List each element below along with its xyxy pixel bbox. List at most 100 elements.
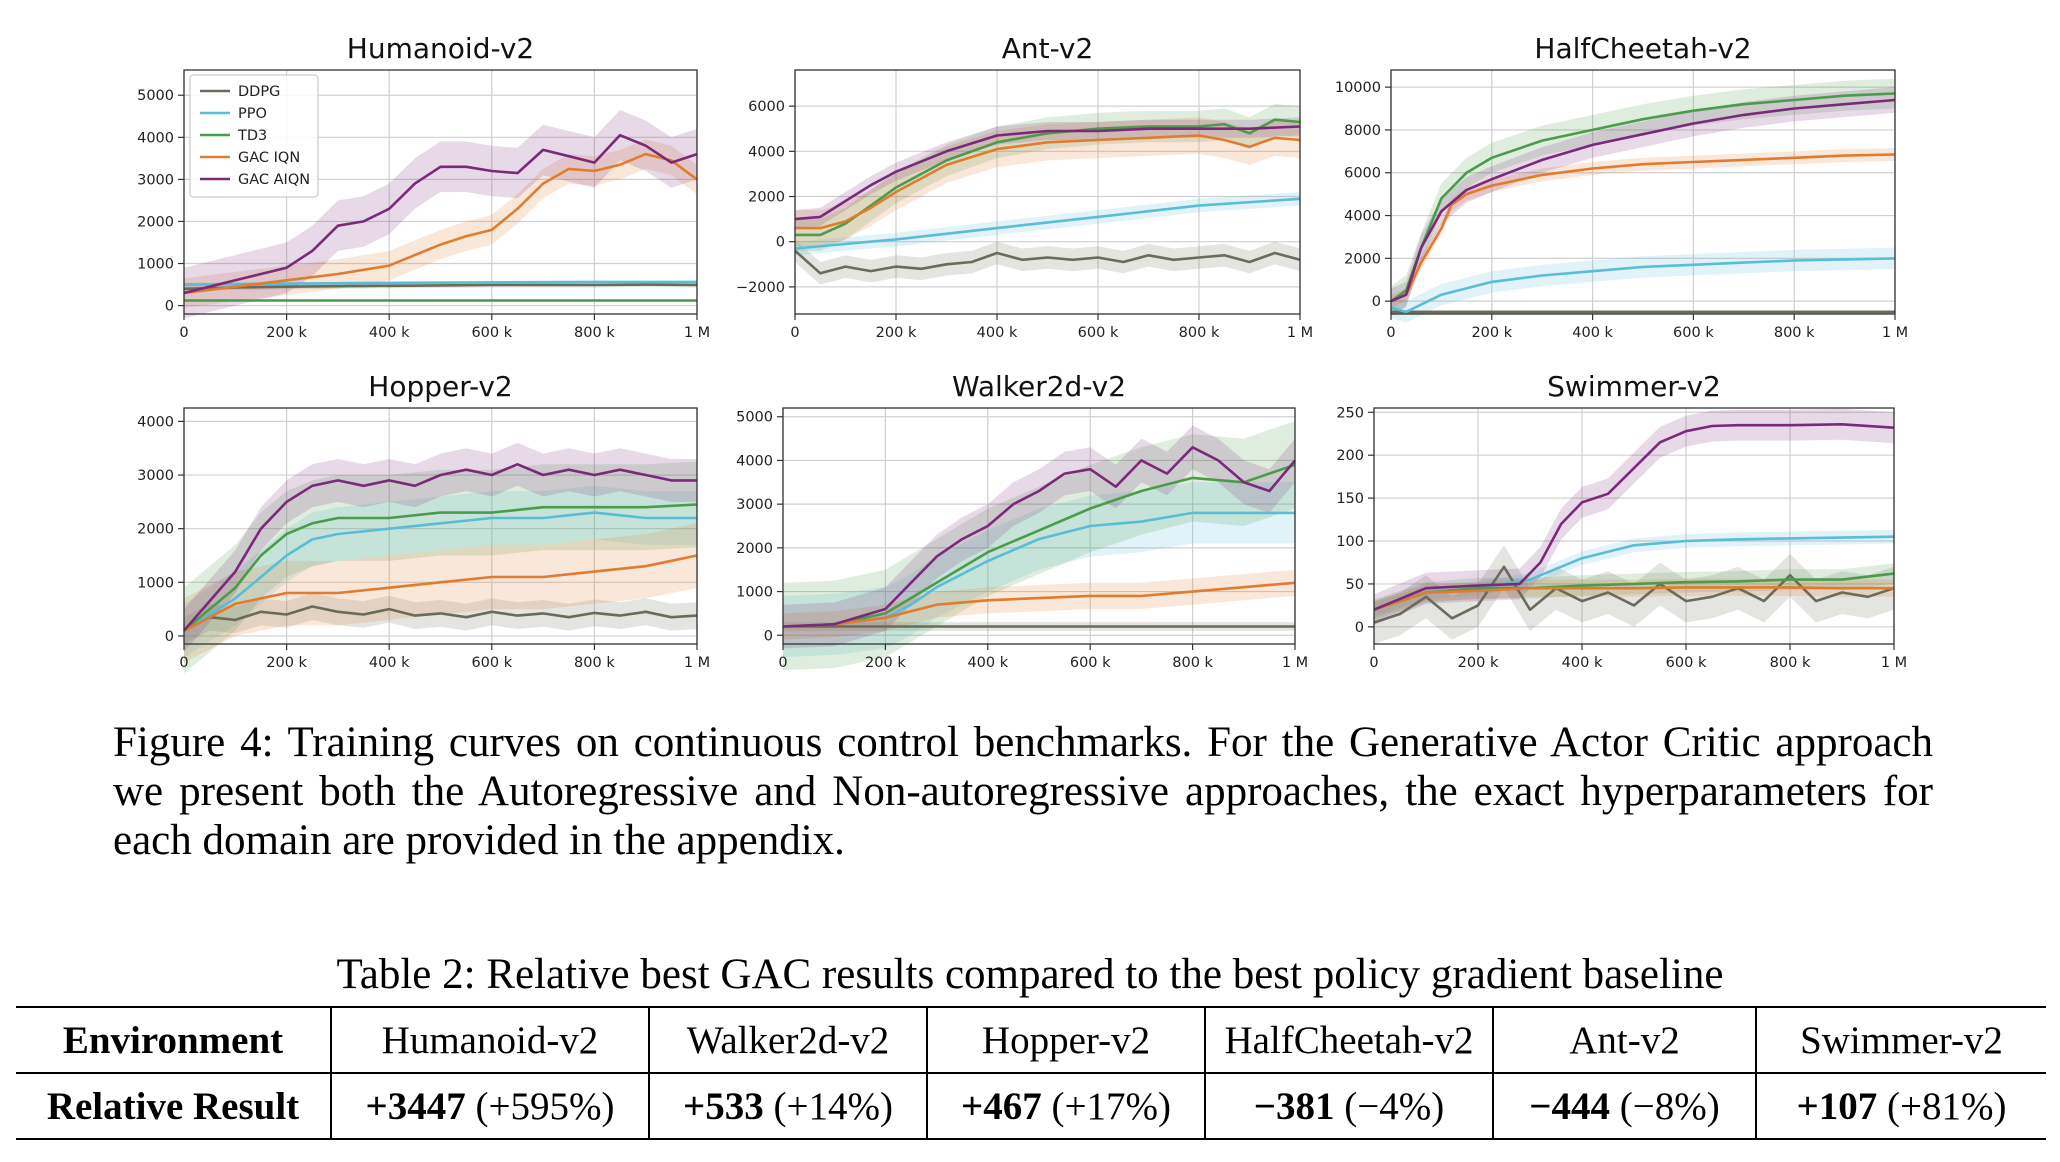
chart-4: 0 200 k 400 k 600 k 800 k 1 M 0 1000 2000 3000 400… (736, 370, 1308, 671)
legend-label: GAC AIQN (238, 172, 310, 188)
result-walker2d: +533 (+14%) (649, 1073, 928, 1139)
x-tick-label: 600 k (1673, 325, 1714, 341)
series-band-gac-aiqn (184, 442, 697, 652)
y-tick-label: −2000 (736, 280, 785, 296)
x-tick-label: 800 k (1770, 655, 1811, 671)
x-tick-label: 800 k (574, 655, 615, 671)
series-line-gac-aiqn (782, 445, 1296, 628)
x-tick-label: 600 k (471, 325, 512, 341)
series-band-ddpg (795, 239, 1300, 285)
series-band-gac-aiqn (1391, 87, 1895, 314)
env-ant: Ant-v2 (1493, 1007, 1757, 1074)
x-tick-label: 600 k (1078, 325, 1119, 341)
x-tick-label: 600 k (471, 655, 512, 671)
figure-caption: Figure 4: Training curves on continuous … (113, 719, 1933, 864)
y-tick-label: 4000 (748, 144, 785, 160)
chart-title: Walker2d-v2 (952, 370, 1126, 403)
result-swimmer: +107 (+81%) (1756, 1073, 2046, 1139)
x-tick-label: 200 k (1458, 655, 1499, 671)
x-tick-label: 400 k (1562, 655, 1603, 671)
x-tick-label: 1 M (1287, 325, 1313, 341)
chart-5: 0 200 k 400 k 600 k 800 k 1 M 0 50 100 150 200 250 S… (1336, 370, 1907, 671)
y-tick-label: 3000 (736, 497, 773, 513)
x-tick-label: 0 (790, 325, 799, 341)
x-tick-label: 400 k (967, 655, 1008, 671)
y-tick-label: 0 (776, 235, 785, 251)
series-line-td3 (1373, 572, 1895, 611)
series-band-gac-iqn (783, 569, 1295, 640)
x-tick-label: 200 k (1471, 325, 1512, 341)
plot-frame (183, 407, 698, 645)
result-halfcheetah: −381 (−4%) (1205, 1073, 1494, 1139)
result-value: −381 (1253, 1084, 1335, 1128)
y-tick-label: 4000 (1344, 209, 1381, 225)
series-band-td3 (1374, 563, 1894, 620)
result-percent: (+14%) (773, 1084, 893, 1128)
chart-title: Swimmer-v2 (1547, 370, 1721, 403)
series-line-gac-iqn (795, 134, 1301, 230)
plot-frame (794, 69, 1301, 315)
series-band-ppo (184, 485, 697, 658)
result-percent: (+595%) (475, 1084, 615, 1128)
chart-title: Ant-v2 (1002, 32, 1094, 65)
x-tick-label: 0 (179, 655, 188, 671)
y-tick-label: 3000 (137, 468, 174, 484)
y-tick-label: 4000 (736, 453, 773, 469)
y-tick-label: 4000 (137, 414, 174, 430)
series-band-gac-iqn (184, 139, 697, 308)
x-tick-label: 0 (1369, 655, 1378, 671)
y-tick-label: 1000 (137, 257, 174, 273)
result-value: +467 (961, 1084, 1042, 1128)
series-line-gac-iqn (183, 554, 698, 632)
result-percent: (−8%) (1619, 1084, 1720, 1128)
result-humanoid: +3447 (+595%) (331, 1073, 650, 1139)
y-tick-label: 8000 (1344, 123, 1381, 139)
y-tick-label: 3000 (137, 172, 174, 188)
y-tick-label: 0 (1372, 294, 1381, 310)
y-tick-label: 2000 (748, 190, 785, 206)
y-tick-label: 0 (165, 629, 174, 645)
chart-title: HalfCheetah-v2 (1534, 32, 1751, 65)
y-tick-label: 6000 (748, 99, 785, 115)
result-percent: (+81%) (1887, 1084, 2007, 1128)
y-tick-label: 2000 (137, 214, 174, 230)
series-line-ppo (183, 280, 697, 286)
y-tick-label: 200 (1336, 448, 1364, 464)
x-tick-label: 200 k (865, 655, 906, 671)
y-tick-label: 100 (1336, 534, 1364, 550)
series-line-ddpg (794, 249, 1301, 275)
x-tick-label: 1 M (1882, 325, 1908, 341)
x-tick-label: 800 k (574, 325, 615, 341)
series-line-td3 (782, 463, 1296, 628)
chart-title: Hopper-v2 (368, 370, 512, 403)
x-tick-label: 400 k (977, 325, 1018, 341)
series-line-ppo (1390, 257, 1896, 314)
legend-box (189, 74, 319, 198)
result-value: +107 (1796, 1084, 1878, 1128)
plot-frame (782, 407, 1296, 645)
legend-label: GAC IQN (238, 150, 300, 166)
env-humanoid: Humanoid-v2 (331, 1007, 650, 1074)
series-line-gac-aiqn (183, 462, 697, 632)
result-ant: −444 (−8%) (1493, 1073, 1757, 1139)
series-line-gac-iqn (1390, 153, 1896, 303)
series-band-td3 (1391, 78, 1895, 317)
table-caption: Table 2: Relative best GAC results compa… (336, 951, 1724, 998)
series-line-gac-iqn (183, 152, 698, 295)
row-header-relative-result: Relative Result (16, 1073, 332, 1139)
y-tick-label: 5000 (137, 88, 174, 104)
x-tick-label: 400 k (1572, 325, 1613, 341)
series-line-gac-aiqn (1373, 422, 1895, 611)
chart-0: 0 200 k 400 k 600 k 800 k 1 M 0 1000 2000 3000 400… (137, 32, 710, 341)
env-hopper: Hopper-v2 (927, 1007, 1206, 1074)
chart-1: 0 200 k 400 k 600 k 800 k 1 M −2000 0 2000 4000 60… (736, 32, 1313, 341)
y-tick-label: 50 (1346, 577, 1364, 593)
y-tick-label: 250 (1336, 405, 1364, 421)
y-tick-label: 2000 (736, 541, 773, 557)
series-line-ppo (183, 511, 697, 632)
series-band-gac-aiqn (1374, 408, 1894, 626)
table-header-row: Environment Humanoid-v2 Walker2d-v2 Hopp… (16, 1007, 2046, 1074)
series-line-ddpg (183, 605, 698, 632)
series-line-gac-aiqn (1390, 98, 1896, 303)
